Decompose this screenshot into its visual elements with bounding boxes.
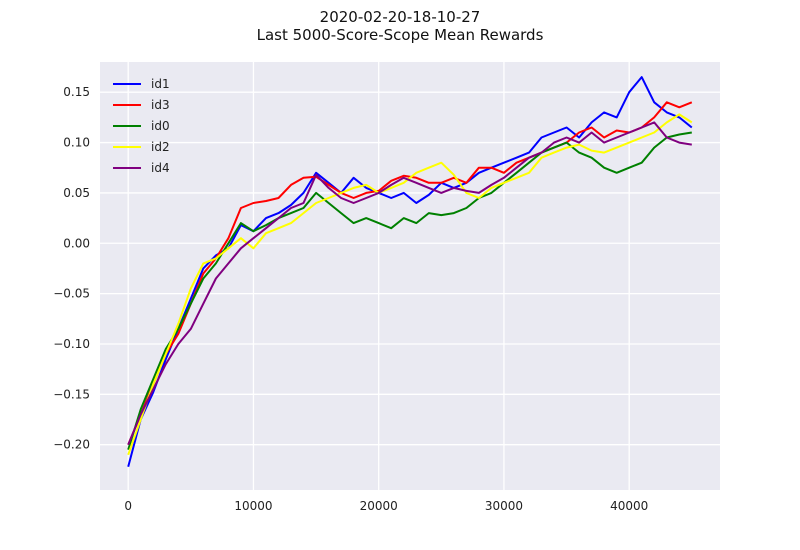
grid <box>100 62 720 490</box>
chart-subtitle: Last 5000-Score-Scope Mean Rewards <box>256 26 544 44</box>
y-tick-label: 0.15 <box>63 85 90 99</box>
series-lines <box>127 76 693 468</box>
x-tick-label: 10000 <box>234 499 272 513</box>
legend: id1 id3 id0 id2 id4 <box>113 77 170 175</box>
x-tick-label: 40000 <box>610 499 648 513</box>
x-tick-label: 20000 <box>360 499 398 513</box>
legend-label-id0: id0 <box>151 119 170 133</box>
y-tick-label: −0.05 <box>53 287 90 301</box>
legend-label-id2: id2 <box>151 140 170 154</box>
y-tick-label: −0.15 <box>53 387 90 401</box>
y-tick-label: 0.00 <box>63 236 90 250</box>
y-tick-label: −0.10 <box>53 337 90 351</box>
legend-label-id4: id4 <box>151 161 170 175</box>
y-tick-label: 0.05 <box>63 186 90 200</box>
series-line-id2 <box>127 113 693 456</box>
series-line-id4 <box>127 121 692 446</box>
legend-label-id1: id1 <box>151 77 170 91</box>
y-tick-label: 0.10 <box>63 136 90 150</box>
legend-label-id3: id3 <box>151 98 170 112</box>
y-tick-label: −0.20 <box>53 438 90 452</box>
x-tick-label: 30000 <box>485 499 523 513</box>
chart-title: 2020-02-20-18-10-27 <box>319 8 481 26</box>
tick-labels: 0 10000 20000 30000 40000 −0.20 −0.15 −0.10 −0.0… <box>53 85 648 513</box>
plot-area <box>100 62 720 490</box>
x-tick-label: 0 <box>124 499 132 513</box>
